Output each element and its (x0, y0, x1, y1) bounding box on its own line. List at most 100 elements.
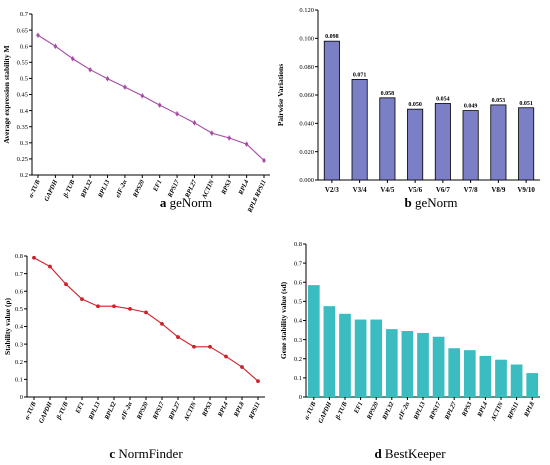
x-tick-label: RPS17 (151, 400, 166, 421)
x-tick-label: β-TUB (62, 178, 77, 199)
x-tick-label: RPL8 (523, 400, 537, 419)
y-tick-label: 0.3 (294, 337, 302, 344)
y-axis-label: Pairwise Variations (276, 64, 285, 126)
series-line (37, 34, 265, 161)
y-tick-label: 0.000 (299, 177, 314, 184)
x-tick-label: eIF-2α (114, 179, 128, 199)
panel-caption-letter: a (160, 195, 170, 210)
y-tick-label: 0.8 (294, 241, 302, 248)
data-point (210, 131, 214, 135)
data-point (32, 255, 36, 260)
x-tick-label: α-TUB (28, 178, 43, 199)
x-tick-label: RPS11 (506, 401, 520, 421)
bar (323, 40, 340, 181)
data-point (144, 310, 148, 315)
bar (354, 319, 367, 397)
bar (448, 348, 461, 397)
y-tick-label: 0.020 (299, 149, 314, 156)
data-point (245, 142, 249, 146)
x-tick-label: V3/4 (353, 186, 368, 194)
bar (432, 336, 445, 397)
y-axis-label: Average expression stability M (2, 45, 11, 143)
bar (307, 285, 320, 397)
panel-caption: b geNorm (404, 195, 457, 210)
data-label: 0.098 (325, 34, 339, 40)
data-point (48, 264, 52, 269)
data-point (262, 158, 266, 163)
bar (385, 329, 398, 397)
y-tick-label: 0.7 (20, 11, 29, 18)
bar (434, 103, 451, 181)
y-tick-label: 0.7 (15, 271, 24, 278)
data-point (208, 344, 212, 349)
x-tick-label: V8/9 (491, 186, 506, 194)
x-tick-label: V5/6 (408, 186, 423, 194)
x-tick-label: β-TUB (334, 400, 349, 421)
x-tick-label: α-TUB (24, 400, 39, 421)
bar (401, 331, 414, 397)
data-point (36, 33, 40, 37)
data-point (53, 44, 57, 48)
data-point (71, 57, 75, 61)
x-tick-label: RPS20 (365, 400, 380, 421)
data-point (192, 344, 196, 349)
y-tick-label: 0.25 (17, 156, 28, 163)
bar (463, 350, 476, 397)
y-tick-label: 0.45 (17, 92, 28, 99)
x-tick-label: RPL13 (87, 400, 102, 422)
x-tick-label: GAPDH (317, 400, 333, 424)
data-point (64, 282, 68, 287)
data-point (240, 365, 244, 369)
data-point (227, 136, 231, 140)
series-line (33, 257, 259, 382)
data-point (256, 379, 260, 384)
x-tick-label: RPL27 (443, 400, 458, 422)
y-tick-label: 0.060 (299, 92, 314, 99)
data-point (140, 94, 144, 98)
bar (495, 359, 507, 397)
data-point (192, 121, 197, 125)
x-tick-label: RPL4 (476, 400, 490, 419)
y-tick-label: 0.6 (20, 43, 29, 50)
x-tick-label: EF1 (74, 401, 86, 416)
bar (417, 332, 429, 397)
data-point (160, 321, 164, 326)
x-tick-label: RPS17 (428, 400, 443, 421)
x-tick-label: RPS3 (201, 400, 214, 418)
x-tick-label: RPL32 (79, 178, 94, 200)
y-tick-label: 0.040 (299, 121, 314, 128)
data-label: 0.071 (353, 72, 367, 78)
x-tick-label: eIF-2α (120, 401, 134, 421)
data-point (80, 297, 84, 302)
x-tick-label: RPL8 RPS11 (246, 179, 268, 215)
data-point (105, 77, 110, 81)
y-tick-label: 0.7 (294, 260, 303, 267)
y-tick-label: 0.6 (15, 288, 24, 295)
y-tick-label: 0.120 (299, 7, 314, 14)
panel-caption-text: NormFinder (118, 446, 183, 461)
x-tick-label: RPS3 (460, 400, 473, 418)
data-label: 0.050 (408, 102, 422, 108)
y-tick-label: 0 (299, 394, 302, 401)
data-point (128, 306, 132, 311)
y-tick-label: 0.8 (15, 253, 23, 260)
data-point (88, 68, 92, 72)
bar (462, 110, 479, 181)
panel-caption-letter: d (374, 446, 384, 461)
bar (526, 373, 539, 397)
data-label: 0.049 (464, 104, 478, 110)
x-tick-label: RPL27 (167, 400, 182, 422)
data-point (175, 112, 179, 116)
y-tick-label: 0.2 (294, 356, 302, 363)
panel-caption-text: BestKeeper (385, 446, 446, 461)
x-tick-label: RPL4 (216, 400, 230, 419)
x-tick-label: RPL13 (412, 400, 427, 422)
panel-a: 0.2 0.25 0.3 0.35 0.4 0.45 0.5 0.55 0.6 0.65 0.7 Av… (2, 11, 270, 215)
bar (379, 97, 396, 181)
y-tick-label: 0.4 (20, 108, 29, 115)
x-tick-label: V9/10 (517, 186, 535, 194)
panel-caption-letter: c (109, 446, 118, 461)
bar (407, 108, 424, 181)
y-tick-label: 0.080 (299, 64, 314, 71)
